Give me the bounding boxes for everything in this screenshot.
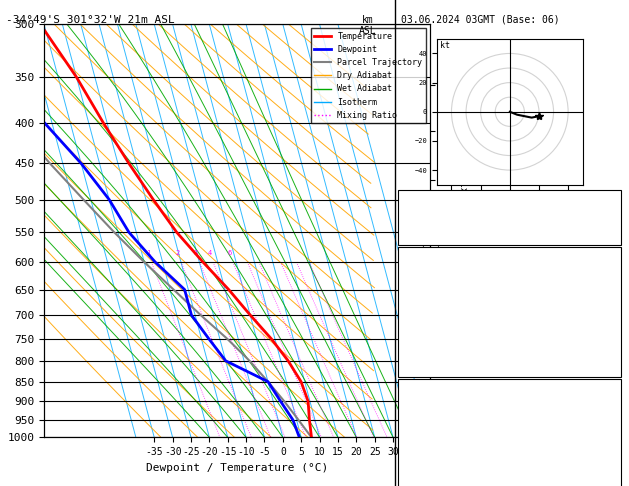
Text: 3: 3 <box>194 250 198 257</box>
Text: 0: 0 <box>610 352 615 361</box>
Text: 7.8: 7.8 <box>599 278 615 287</box>
Text: CAPE (J): CAPE (J) <box>404 352 447 361</box>
Text: 0: 0 <box>610 370 615 379</box>
Text: 23: 23 <box>604 220 615 229</box>
Text: 0: 0 <box>610 484 615 486</box>
Text: Pressure (mb): Pressure (mb) <box>404 410 474 418</box>
Text: © weatheronline.co.uk: © weatheronline.co.uk <box>457 467 562 476</box>
Text: -35: -35 <box>599 202 615 210</box>
Text: -34°49'S 301°32'W 21m ASL: -34°49'S 301°32'W 21m ASL <box>6 15 175 25</box>
Text: 294: 294 <box>599 428 615 437</box>
Text: 4: 4 <box>208 250 212 257</box>
Text: 6: 6 <box>227 250 231 257</box>
Text: θₑ (K): θₑ (K) <box>404 428 437 437</box>
Text: 293: 293 <box>599 315 615 324</box>
Text: 1000: 1000 <box>594 410 615 418</box>
Text: 03.06.2024 03GMT (Base: 06): 03.06.2024 03GMT (Base: 06) <box>401 15 560 25</box>
Text: CAPE (J): CAPE (J) <box>404 465 447 474</box>
Text: 4.5: 4.5 <box>599 296 615 305</box>
Text: Most Unstable: Most Unstable <box>475 389 545 399</box>
Text: kt: kt <box>440 41 450 50</box>
Text: Lifted Index: Lifted Index <box>404 333 469 342</box>
Text: 0: 0 <box>610 465 615 474</box>
Text: CIN (J): CIN (J) <box>404 370 442 379</box>
Text: Lifted Index: Lifted Index <box>404 447 469 455</box>
Text: Temp (°C): Temp (°C) <box>404 278 453 287</box>
Text: θₑ(K): θₑ(K) <box>404 315 431 324</box>
Text: 0.76: 0.76 <box>594 239 615 247</box>
Text: CIN (J): CIN (J) <box>404 484 442 486</box>
X-axis label: Dewpoint / Temperature (°C): Dewpoint / Temperature (°C) <box>146 463 328 473</box>
Text: K: K <box>404 202 410 210</box>
Text: Dewp (°C): Dewp (°C) <box>404 296 453 305</box>
Text: 18: 18 <box>604 447 615 455</box>
Text: km
ASL: km ASL <box>359 15 377 36</box>
Text: Surface: Surface <box>491 258 528 267</box>
Text: 2: 2 <box>175 250 180 257</box>
Text: 18: 18 <box>604 333 615 342</box>
Text: PW (cm): PW (cm) <box>404 239 442 247</box>
Legend: Temperature, Dewpoint, Parcel Trajectory, Dry Adiabat, Wet Adiabat, Isotherm, Mi: Temperature, Dewpoint, Parcel Trajectory… <box>311 29 426 123</box>
Y-axis label: Mixing Ratio (g/kg): Mixing Ratio (g/kg) <box>459 175 468 287</box>
Y-axis label: hPa: hPa <box>0 221 2 241</box>
Text: Totals Totals: Totals Totals <box>404 220 474 229</box>
Text: 1: 1 <box>146 250 150 257</box>
